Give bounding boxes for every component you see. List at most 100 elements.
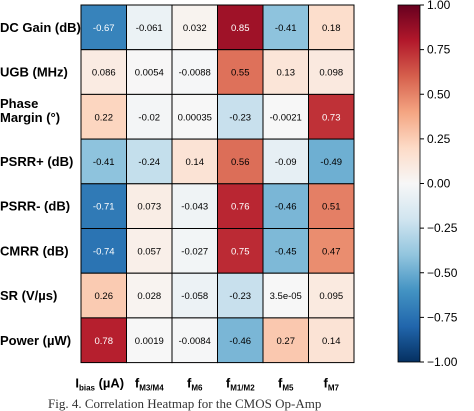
heatmap-cell [308, 4, 355, 51]
cell-value-label: -0.061 [136, 23, 163, 34]
cell-value-label: 0.26 [95, 291, 114, 302]
heatmap-cell [171, 317, 218, 364]
row-label: Power (µW) [0, 333, 71, 348]
heatmap-cell [217, 138, 264, 185]
cell-value-label: 0.76 [231, 202, 250, 213]
heatmap-cell [126, 138, 173, 185]
column-labels: Ibias (µA) fM3/M4 fM6 fM1/M2 fM5 fM7 [75, 376, 339, 393]
heatmap-cell [126, 49, 173, 95]
heatmap-cell [217, 317, 264, 364]
heatmap-cell [217, 183, 264, 230]
cell-value-label: 3.5e-05 [270, 291, 302, 302]
cell-value-label: -0.46 [275, 202, 297, 213]
heatmap-cell [80, 228, 127, 274]
heatmap-cell [308, 272, 355, 319]
heatmap-cell [171, 138, 218, 185]
cell-value-label: 0.75 [231, 246, 250, 257]
row-label: PSRR+ (dB) [0, 154, 73, 169]
cell-value-label: 0.098 [319, 68, 343, 79]
heatmap-cell [80, 138, 127, 185]
cell-value-label: 0.13 [277, 68, 296, 79]
cell-value-label: -0.058 [181, 291, 208, 302]
heatmap-cell [217, 93, 264, 140]
cell-value-label: -0.41 [275, 23, 297, 34]
heatmap-cell [80, 317, 127, 364]
heatmap-cell [217, 49, 264, 95]
cell-value-label: -0.09 [275, 157, 297, 168]
cell-value-label: -0.71 [93, 202, 115, 213]
cell-value-label: 0.032 [183, 23, 207, 34]
heatmap-cell [126, 4, 173, 51]
colorbar-tick-label: −0.75 [427, 310, 458, 324]
cell-value-label: -0.45 [275, 246, 297, 257]
colorbar-tick-label: 0.00 [427, 177, 451, 191]
cell-value-label: 0.47 [322, 246, 341, 257]
cell-value-label: 0.0019 [135, 336, 164, 347]
row-label: DC Gain (dB) [0, 20, 81, 35]
heatmap-cells: -0.67 -0.061 0.032 0.85 -0.41 0.18 0.086 0.0054… [80, 4, 355, 364]
cell-value-label: -0.027 [181, 246, 208, 257]
heatmap-cell [308, 93, 355, 140]
row-label: UGB (MHz) [0, 65, 68, 80]
row-label: Phase Margin (°) [0, 96, 60, 125]
column-label: fM3/M4 [135, 376, 164, 393]
column-label: fM5 [278, 376, 294, 393]
cell-value-label: -0.0088 [179, 68, 211, 79]
colorbar-tick-label: 0.25 [427, 132, 451, 146]
colorbar-tick-label: −1.00 [427, 355, 458, 369]
cell-value-label: -0.23 [229, 291, 251, 302]
column-label: fM7 [324, 376, 340, 393]
heatmap-cell [262, 317, 309, 364]
cell-value-label: 0.51 [322, 202, 341, 213]
cell-value-label: 0.73 [322, 112, 341, 123]
cell-value-label: -0.49 [320, 157, 342, 168]
cell-value-label: -0.46 [229, 336, 251, 347]
cell-value-label: 0.56 [231, 157, 250, 168]
heatmap-cell [308, 49, 355, 95]
heatmap-cell [171, 183, 218, 230]
heatmap-cell [80, 4, 127, 51]
heatmap-cell [262, 138, 309, 185]
cell-value-label: -0.0021 [270, 112, 302, 123]
cell-value-label: 0.00035 [178, 112, 212, 123]
heatmap-cell [308, 138, 355, 185]
cell-value-label: 0.22 [95, 112, 114, 123]
colorbar-tick-label: 0.75 [427, 43, 451, 57]
colorbar-tick-label: −0.25 [427, 221, 458, 235]
colorbar-tick-label: −0.50 [427, 266, 458, 280]
cell-value-label: 0.028 [137, 291, 161, 302]
heatmap-cell [262, 93, 309, 140]
cell-value-label: 0.55 [231, 68, 250, 79]
cell-value-label: -0.24 [138, 157, 160, 168]
colorbar-tick-label: 0.50 [427, 87, 451, 101]
cell-value-label: 0.14 [186, 157, 205, 168]
heatmap-cell [262, 183, 309, 230]
colorbar-tick-label: 1.00 [427, 0, 451, 12]
heatmap-cell [217, 272, 264, 319]
cell-value-label: -0.23 [229, 112, 251, 123]
cell-value-label: -0.74 [93, 246, 115, 257]
cell-value-label: 0.073 [137, 202, 161, 213]
cell-value-label: -0.0084 [179, 336, 211, 347]
column-label: fM1/M2 [226, 376, 255, 393]
cell-value-label: -0.67 [93, 23, 115, 34]
cell-value-label: 0.057 [137, 246, 161, 257]
cell-value-label: 0.18 [322, 23, 341, 34]
cell-value-label: 0.086 [92, 68, 116, 79]
cell-value-label: 0.095 [319, 291, 343, 302]
cell-value-label: 0.85 [231, 23, 250, 34]
heatmap-cell [80, 272, 127, 319]
row-label: PSRR- (dB) [0, 199, 70, 214]
heatmap-cell [308, 228, 355, 274]
cell-value-label: 0.78 [95, 336, 114, 347]
heatmap-cell [126, 93, 173, 140]
cell-value-label: -0.02 [138, 112, 160, 123]
heatmap-cell [308, 183, 355, 230]
column-label: Ibias (µA) [75, 376, 124, 393]
cell-value-label: 0.27 [277, 336, 296, 347]
cell-value-label: 0.14 [322, 336, 341, 347]
heatmap-cell [171, 272, 218, 319]
row-labels: DC Gain (dB) UGB (MHz) Phase Margin (°) PSRR… [0, 20, 81, 348]
cell-value-label: -0.41 [93, 157, 115, 168]
colorbar-ticks: 1.00 0.75 0.50 0.25 0.00 −0.25 −0.50 −0.75 −1.00 [420, 0, 458, 369]
